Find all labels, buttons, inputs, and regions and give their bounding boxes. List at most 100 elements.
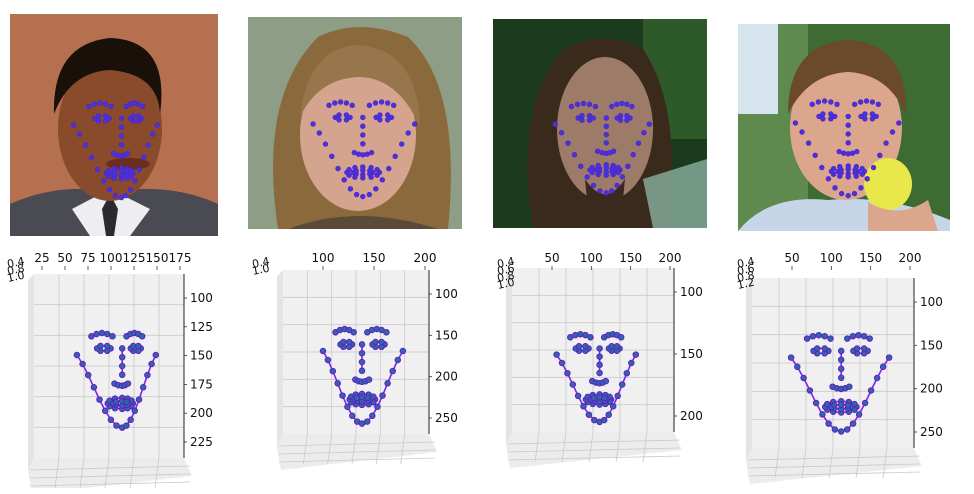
plot-2-landmark-point <box>358 341 366 348</box>
face-photo-2-landmarks <box>310 99 418 200</box>
plot-4-grid-line <box>747 471 921 477</box>
photo-3-landmark-point <box>635 140 642 146</box>
landmark-plot-4-svg: 50 100 150 200 100 150 200 250 0.40.60.81.2 <box>736 251 943 484</box>
photo-3-landmark-point <box>594 148 601 154</box>
photo-4-landmark-point <box>815 99 822 105</box>
photo-3-landmark-point <box>579 112 585 119</box>
photo-2-landmark-point <box>343 117 350 123</box>
photo-1-landmark-point <box>91 101 98 107</box>
plot-3-landmark-point <box>596 361 603 369</box>
plot-1-landmark-point <box>131 407 139 415</box>
plot-1-landmark-point <box>148 360 155 368</box>
plot-2-landmark-point <box>358 367 366 375</box>
plot-1-landmark-point <box>139 384 147 391</box>
photo-3-landmark-point <box>592 103 599 110</box>
plot-3-landmark-point <box>591 416 598 424</box>
photo-2-landmark-point <box>392 153 398 160</box>
plot-1-landmark-point <box>127 416 134 424</box>
plot-2-landmark-point <box>329 367 337 375</box>
photo-4-landmark-point <box>873 113 879 120</box>
photo-3-landmark-point <box>574 101 581 108</box>
plot-2-right-tick-label: 150 <box>435 328 458 342</box>
plot-2-landmark-point <box>358 393 366 401</box>
landmark-plot-2: 100 150 200 100 150 200 250 0.4 1.0 <box>245 248 475 488</box>
photo-4-landmark-point <box>858 185 864 191</box>
photo-4-landmark-point <box>825 176 832 182</box>
plot-3-grid-line <box>615 431 621 463</box>
photo-2-landmark-point <box>391 102 397 109</box>
face-photo-4-image <box>738 24 950 231</box>
photo-3-landmark-point <box>565 140 571 146</box>
photo-3-landmark-point <box>624 101 630 108</box>
photo-1-landmark-point <box>135 101 142 107</box>
plot-3-left-pane <box>506 268 512 446</box>
photo-3-landmark-point <box>584 174 590 180</box>
photo-2-landmark-point <box>346 166 352 173</box>
photo-4-landmark-point <box>832 185 838 191</box>
photo-2-landmark-point <box>353 168 359 174</box>
photo-3-landmark-point <box>603 190 610 196</box>
plot-3-landmark-point <box>618 381 626 388</box>
photo-1-landmark-point <box>102 113 109 119</box>
photo-3-landmark-point <box>586 101 593 108</box>
plot-1-right-tick-label: 100 <box>190 291 213 305</box>
photo-3-landmark-point <box>608 188 615 194</box>
plot-4-landmark-point <box>837 365 845 373</box>
photo-4-landmark-point <box>836 148 842 155</box>
plot-2-landmark-point <box>324 356 332 364</box>
photo-1-landmark-point <box>118 124 125 130</box>
photo-2-landmark-point <box>326 102 332 109</box>
plot-4-landmark-point <box>844 335 851 342</box>
plot-4-landmark-point <box>837 374 845 382</box>
photo-4-landmark-point <box>896 120 902 126</box>
plot-1-landmark-point <box>84 371 92 379</box>
photo-2-landmark-point <box>353 191 360 198</box>
plot-1-landmark-point <box>152 351 160 359</box>
photo-1-landmark-point <box>94 166 101 173</box>
photo-2-landmark-point <box>368 149 375 156</box>
plot-1-right-tick-label: 225 <box>190 435 213 449</box>
plot-4-landmark-point <box>809 332 817 340</box>
photo-3-landmark-point <box>558 129 565 136</box>
photo-1-landmark-point <box>100 178 107 184</box>
photo-1-landmark-point <box>118 168 125 174</box>
face-photo-3-landmarks <box>552 100 653 196</box>
photo-3-landmark-point <box>609 165 615 172</box>
photo-1-landmark-point <box>136 166 143 173</box>
photo-1-landmark-point <box>141 154 147 161</box>
photo-1-landmark-point <box>70 122 77 128</box>
plot-2-depth-tick-label: 0.4 <box>251 255 271 271</box>
plot-4-right-tick-label: 150 <box>920 338 943 352</box>
plot-4-landmark-point <box>879 363 887 371</box>
plot-2-landmark-point <box>389 367 396 375</box>
plot-3-landmark-point <box>596 353 603 360</box>
plot-4-landmark-point <box>831 402 838 409</box>
plot-3-top-tick-label: 150 <box>619 251 642 265</box>
photo-2-landmark-point <box>360 167 366 173</box>
plot-1-landmark-point <box>88 333 95 340</box>
face-photo-1-image <box>10 14 218 236</box>
plot-2-top-tick-label: 150 <box>363 251 386 265</box>
photo-1-landmark-point <box>118 133 125 139</box>
plot-3-grid-line <box>534 431 540 463</box>
photo-4-landmark-point <box>889 129 896 135</box>
photo-3-landmark-point <box>578 163 584 170</box>
plot-2-left-pane <box>277 270 283 448</box>
photo-1-landmark-point <box>76 131 83 137</box>
plot-3-grid-line <box>588 431 594 463</box>
plot-2-landmark-point <box>384 380 391 387</box>
photo-2-landmark-point <box>343 112 350 118</box>
photo-4-landmark-point <box>805 140 812 146</box>
plot-3-landmark-point <box>632 351 640 358</box>
photo-1-landmark-point <box>150 131 156 137</box>
photo-3-landmark-point <box>609 103 615 110</box>
plot-3-landmark-point <box>574 392 582 400</box>
plot-4-landmark-point <box>806 387 814 394</box>
photo-1-landmark-point <box>102 101 109 107</box>
plot-2-top-tick-label: 100 <box>312 251 335 265</box>
plot-1-top-tick-label: 75 <box>80 251 95 265</box>
photo-2-landmark-point <box>377 112 383 118</box>
plot-1-top-tick-label: 50 <box>57 251 72 265</box>
photo-1-landmark-point <box>118 194 125 201</box>
plot-3-landmark-point <box>613 343 621 350</box>
